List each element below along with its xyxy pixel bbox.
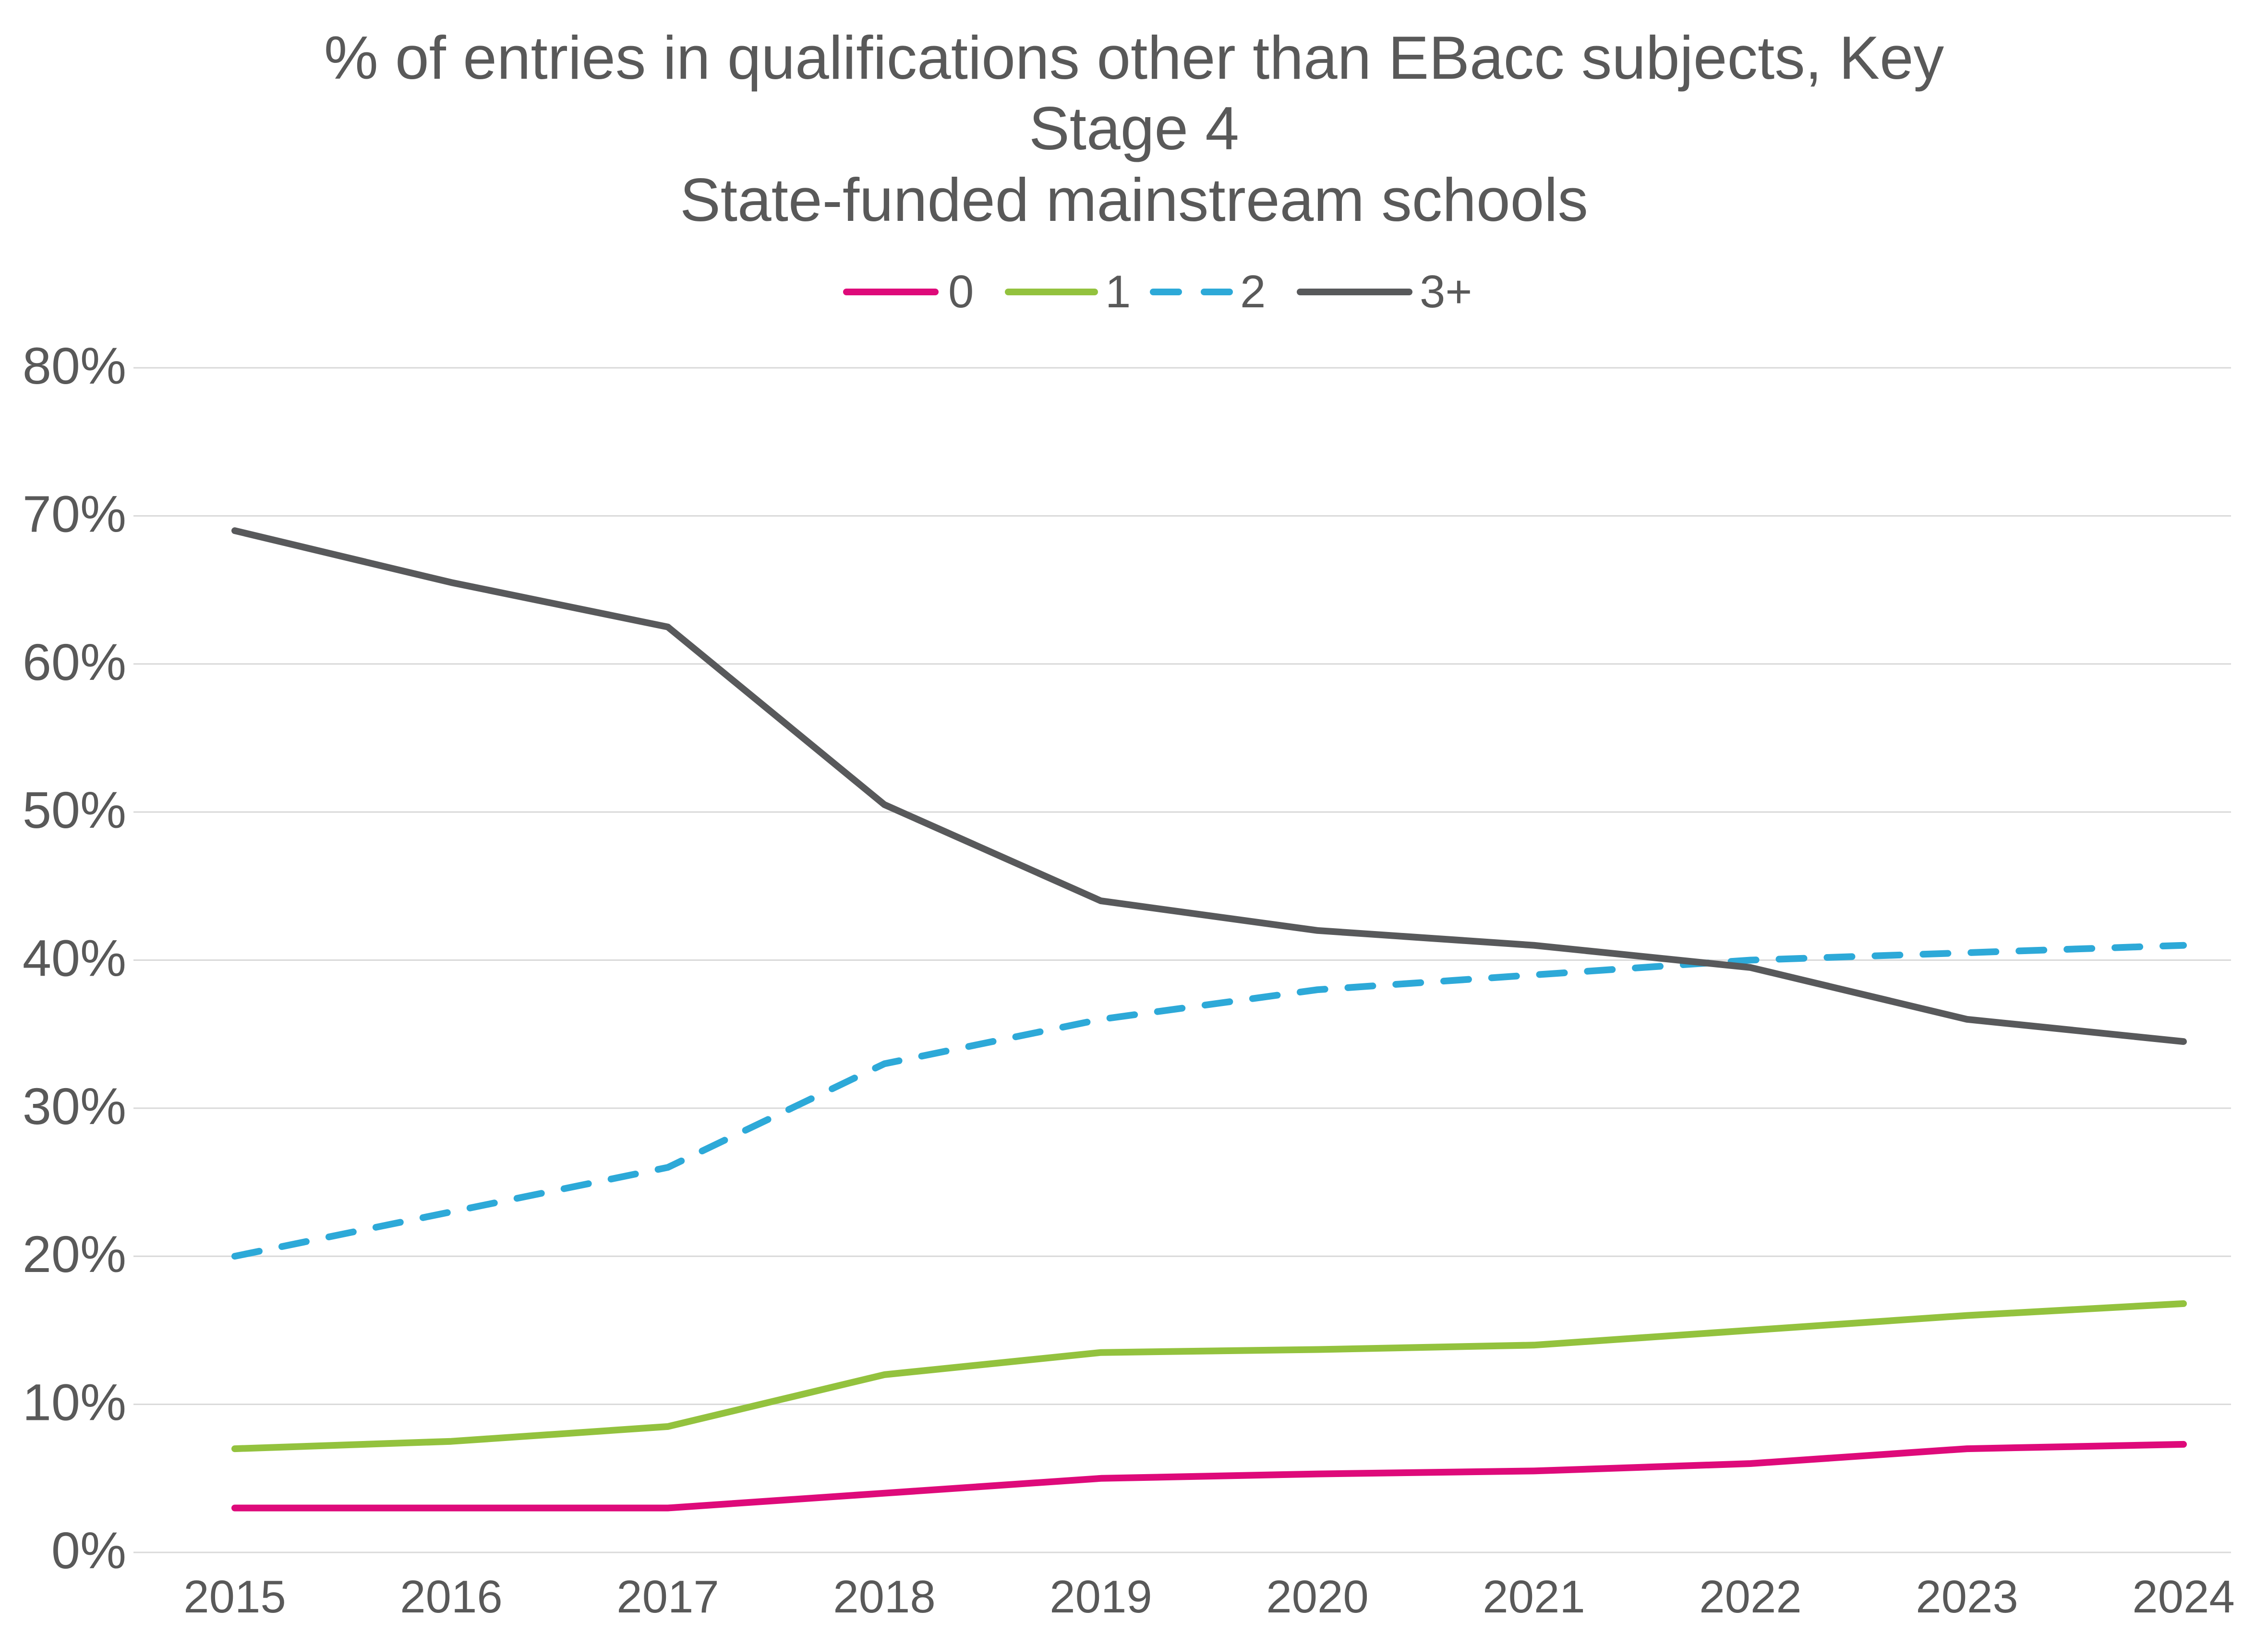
svg-text:2021: 2021	[1483, 1571, 1585, 1623]
svg-text:2022: 2022	[1699, 1571, 1802, 1623]
svg-text:2018: 2018	[833, 1571, 936, 1623]
svg-text:30%: 30%	[23, 1077, 126, 1135]
svg-text:20%: 20%	[23, 1225, 126, 1283]
svg-text:40%: 40%	[23, 929, 126, 987]
svg-text:3+: 3+	[1420, 266, 1472, 317]
svg-text:2: 2	[1240, 266, 1266, 317]
svg-text:10%: 10%	[23, 1373, 126, 1431]
svg-text:2024: 2024	[2132, 1571, 2235, 1623]
svg-text:2020: 2020	[1266, 1571, 1369, 1623]
svg-text:50%: 50%	[23, 781, 126, 839]
svg-text:2019: 2019	[1050, 1571, 1152, 1623]
svg-text:60%: 60%	[23, 633, 126, 691]
svg-text:0%: 0%	[51, 1521, 126, 1579]
svg-text:2015: 2015	[183, 1571, 286, 1623]
svg-text:0: 0	[948, 266, 974, 317]
svg-text:2016: 2016	[400, 1571, 503, 1623]
svg-text:70%: 70%	[23, 484, 126, 543]
svg-text:2023: 2023	[1916, 1571, 2018, 1623]
svg-text:2017: 2017	[616, 1571, 719, 1623]
svg-text:80%: 80%	[23, 337, 126, 395]
svg-text:1: 1	[1105, 266, 1131, 317]
